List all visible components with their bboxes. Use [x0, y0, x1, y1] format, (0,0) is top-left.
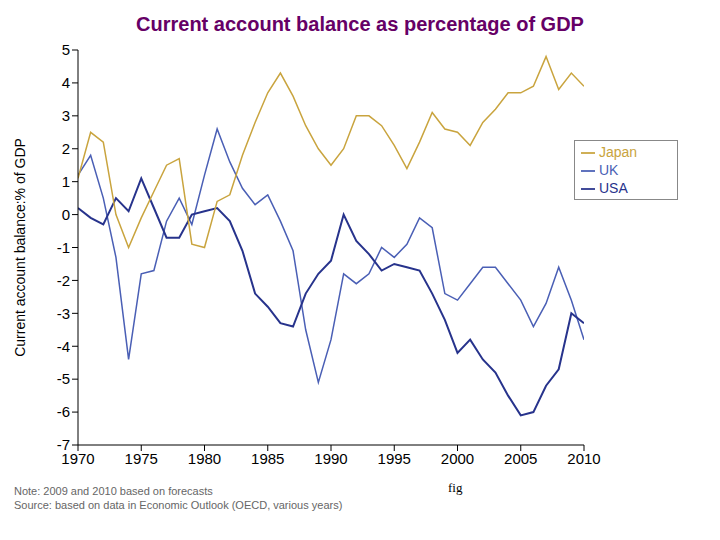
- svg-text:-7: -7: [57, 436, 70, 453]
- svg-text:1: 1: [62, 173, 70, 190]
- svg-text:2: 2: [62, 140, 70, 157]
- svg-text:2010: 2010: [567, 450, 600, 467]
- svg-text:-1: -1: [57, 239, 70, 256]
- svg-text:-3: -3: [57, 305, 70, 322]
- svg-text:2005: 2005: [504, 450, 537, 467]
- svg-text:1985: 1985: [251, 450, 284, 467]
- svg-text:5: 5: [62, 41, 70, 58]
- svg-text:4: 4: [62, 74, 70, 91]
- svg-text:0: 0: [62, 206, 70, 223]
- html-text:fig: fig: [448, 480, 463, 495]
- svg-text:3: 3: [62, 107, 70, 124]
- svg-text:-5: -5: [57, 370, 70, 387]
- svg-text:1995: 1995: [378, 450, 411, 467]
- svg-text:-6: -6: [57, 403, 70, 420]
- svg-text:Current account balance:% of G: Current account balance:% of GDP: [12, 138, 28, 357]
- html-text:Source: based on data in Econo: Source: based on data in Economic Outloo…: [14, 499, 343, 511]
- svg-text:1990: 1990: [314, 450, 347, 467]
- svg-text:1980: 1980: [188, 450, 221, 467]
- html-text:Japan: Japan: [599, 144, 638, 160]
- svg-text:2000: 2000: [441, 450, 474, 467]
- svg-text:-4: -4: [57, 338, 70, 355]
- svg-text:1975: 1975: [125, 450, 158, 467]
- html-text:Current account balance as per: Current account balance as percentage of…: [136, 13, 584, 35]
- html-text:Note: 2009 and 2010 based on f: Note: 2009 and 2010 based on forecasts: [14, 485, 213, 497]
- svg-text:-2: -2: [57, 272, 70, 289]
- svg-text:1970: 1970: [61, 449, 95, 467]
- html-text:USA: USA: [599, 180, 628, 196]
- html-text:UK: UK: [599, 162, 619, 178]
